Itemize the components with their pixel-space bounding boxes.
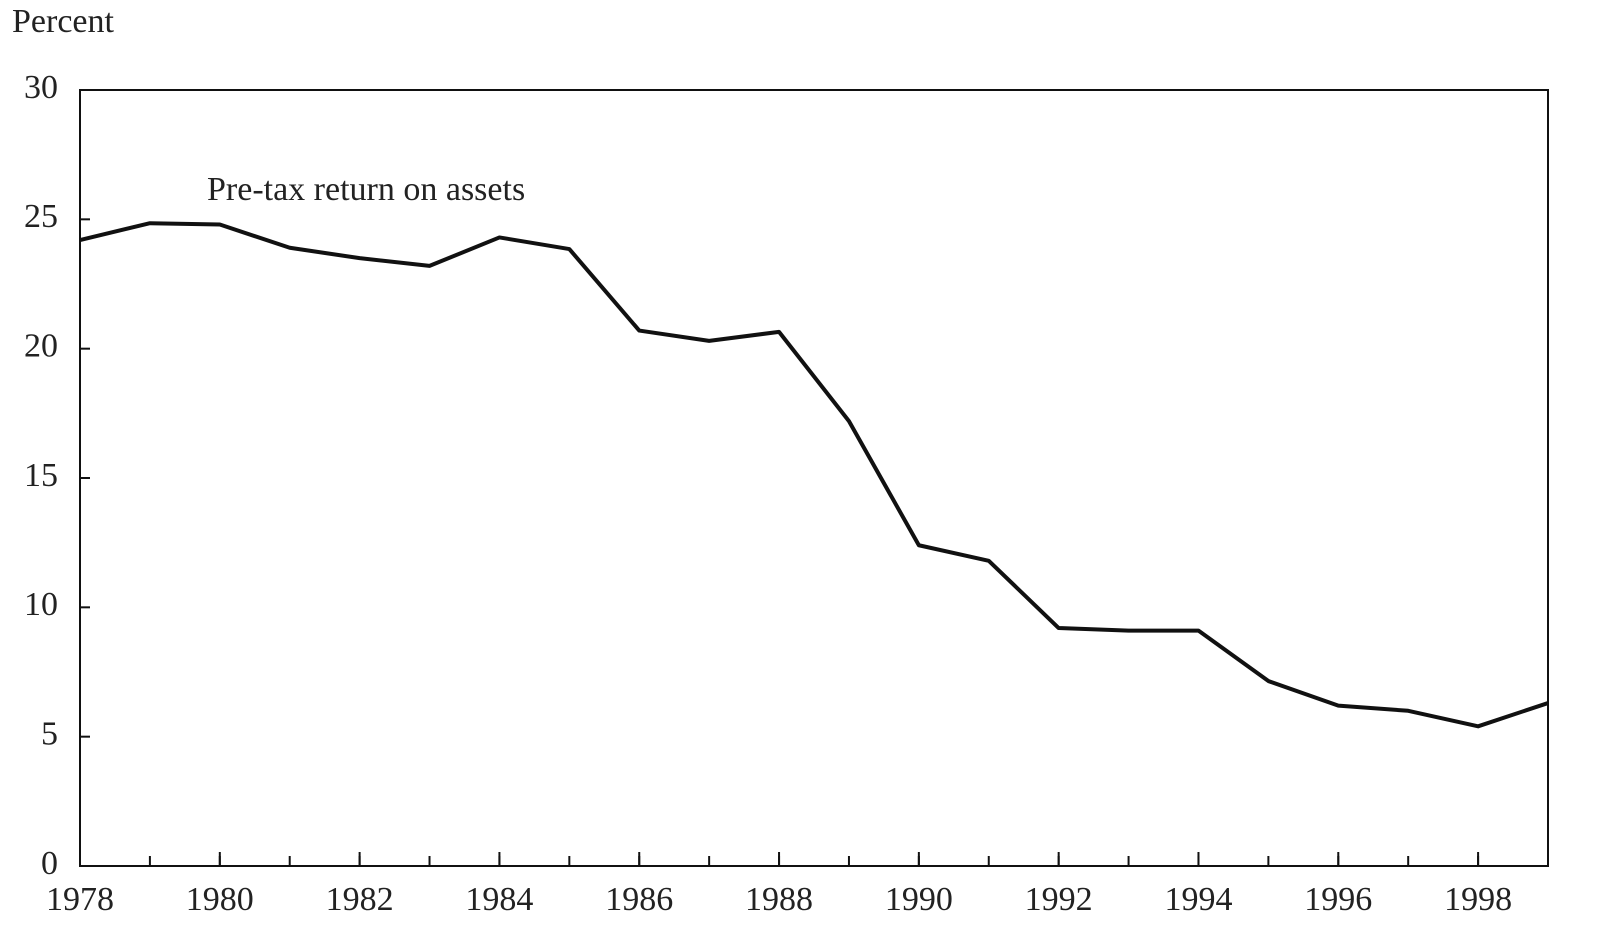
x-tick-label: 1992 <box>1025 881 1093 918</box>
annotation: Pre-tax return on assets <box>207 171 525 208</box>
x-tick-label: 1982 <box>326 881 394 918</box>
y-tick-label: 20 <box>24 327 58 364</box>
x-tick-label: 1986 <box>605 881 673 918</box>
y-tick-label: 30 <box>24 69 58 106</box>
y-tick-label: 0 <box>41 845 58 882</box>
x-tick-label: 1990 <box>885 881 953 918</box>
y-tick-label: 25 <box>24 198 58 235</box>
x-tick-label: 1998 <box>1444 881 1512 918</box>
x-tick-label: 1984 <box>465 881 533 918</box>
y-tick-label: 15 <box>24 457 58 494</box>
x-tick-label: 1994 <box>1164 881 1232 918</box>
x-tick-label: 1978 <box>46 881 114 918</box>
x-tick-label: 1988 <box>745 881 813 918</box>
y-tick-label: 5 <box>41 715 58 752</box>
x-tick-label: 1996 <box>1304 881 1372 918</box>
x-tick-label: 1980 <box>186 881 254 918</box>
line-series <box>79 221 1549 729</box>
y-tick-label: 10 <box>24 586 58 623</box>
y-axis-label: Percent <box>12 3 115 40</box>
